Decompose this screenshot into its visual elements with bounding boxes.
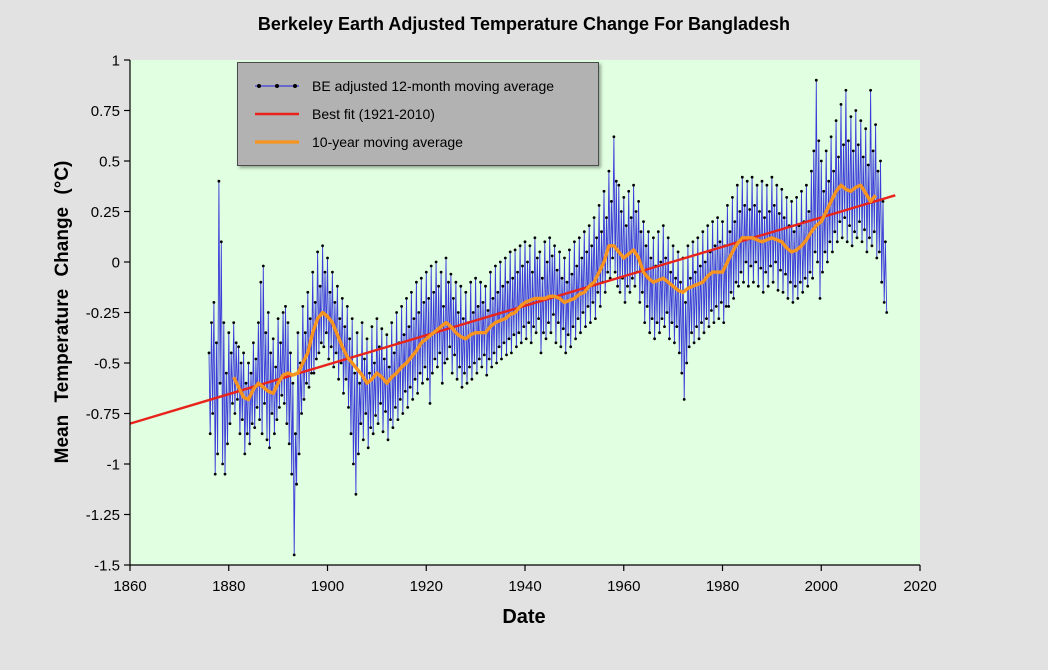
y-tick-label: -0.75: [86, 406, 120, 423]
legend-item-10yr: 10-year moving average: [254, 128, 582, 156]
y-axis-label: Mean Temperature Change (°C): [52, 160, 73, 464]
y-tick-label: -0.5: [94, 355, 120, 372]
legend-item-best-fit: Best fit (1921-2010): [254, 100, 582, 128]
legend-label: BE adjusted 12-month moving average: [312, 78, 555, 94]
series-10yr: [232, 183, 877, 402]
legend-label: 10-year moving average: [312, 134, 463, 150]
y-tick-label: 0.5: [99, 153, 120, 170]
series-be-12mo: [208, 79, 888, 556]
legend-red-line-sample-icon: [255, 112, 299, 116]
x-axis-label: Date: [502, 606, 546, 628]
y-tick-label: 0: [112, 254, 120, 271]
y-tick-label: -1.25: [86, 507, 120, 524]
x-tick-label: 1980: [706, 578, 739, 595]
chart-title: Berkeley Earth Adjusted Temperature Chan…: [257, 14, 791, 34]
x-tick-label: 2020: [903, 578, 936, 595]
x-tick-label: 1880: [212, 578, 245, 595]
x-tick-label: 1860: [113, 578, 146, 595]
x-tick-label: 1920: [410, 578, 443, 595]
x-tick-label: 1940: [508, 578, 541, 595]
y-tick-label: -1.5: [94, 557, 120, 574]
series-be-12mo-markers: [207, 78, 889, 557]
y-tick-label: 0.25: [91, 204, 120, 221]
y-tick-label: -0.25: [86, 305, 120, 322]
y-tick-label: 0.75: [91, 103, 120, 120]
y-tick-label: -1: [107, 456, 120, 473]
y-tick-label: 1: [112, 52, 120, 69]
legend: BE adjusted 12-month moving average Best…: [237, 62, 599, 166]
legend-line-dots-sample-icon: [255, 84, 299, 88]
x-tick-label: 1900: [311, 578, 344, 595]
legend-item-be-12mo: BE adjusted 12-month moving average: [254, 72, 582, 100]
x-tick-label: 2000: [805, 578, 838, 595]
x-tick-label: 1960: [607, 578, 640, 595]
y-axis-ticks: 1 0.75 0.5 0.25 0 -0.25 -0.5 -0.75 -1 -1.25 -1.5: [86, 52, 130, 574]
legend-orange-line-sample-icon: [255, 140, 299, 144]
x-axis-ticks: 1860 1880 1900 1920 1940 1960 1980 2000 2020: [113, 565, 937, 595]
series-group: [129, 78, 896, 557]
legend-label: Best fit (1921-2010): [312, 106, 435, 122]
